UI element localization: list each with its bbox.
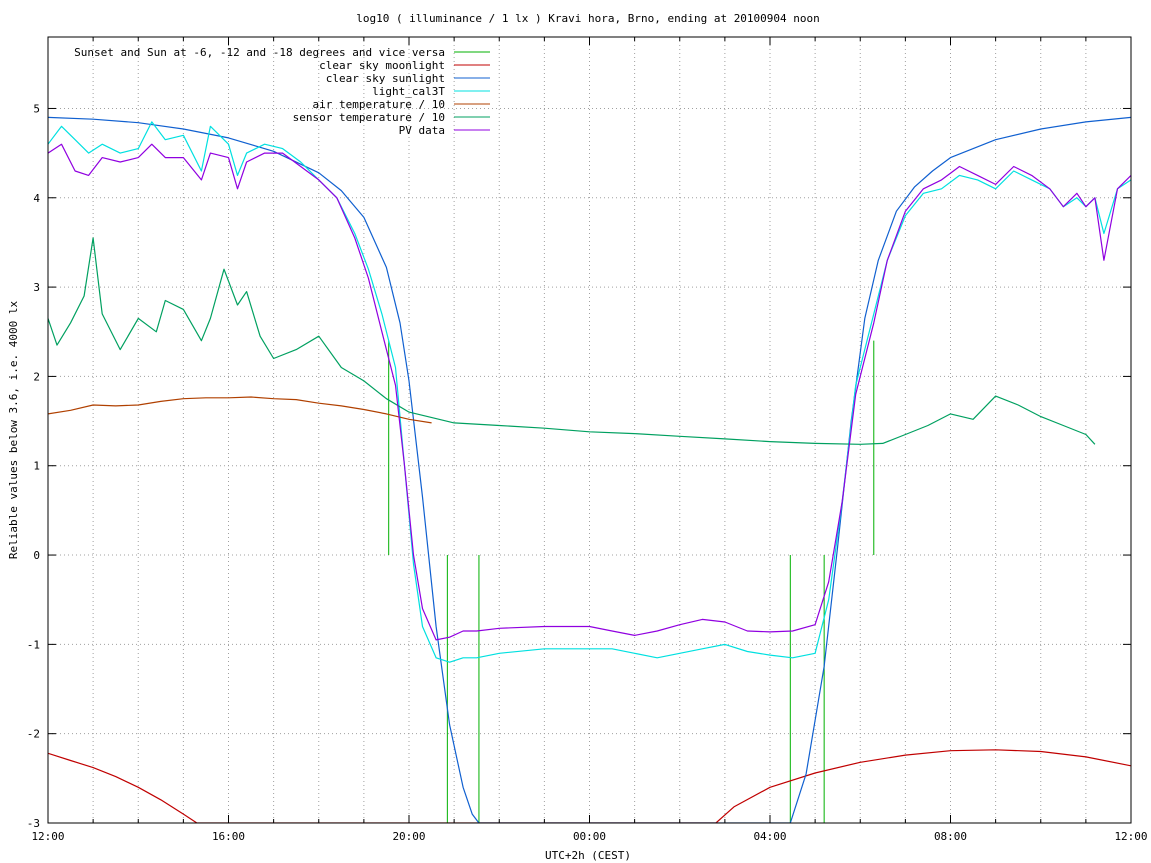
series-sensor-temperature-10-line <box>48 237 1096 445</box>
legend-label: clear sky moonlight <box>319 59 445 72</box>
y-tick-label: 2 <box>33 370 40 383</box>
axis-ticks: -3 -2 -1 0 1 2 3 4 5 12:00 16:00 20:00 00:00 04:00 08:… <box>27 37 1148 843</box>
y-tick-label: -2 <box>27 728 40 741</box>
legend-label: light_cal3T <box>372 85 445 98</box>
x-axis-label: UTC+2h (CEST) <box>545 849 631 862</box>
y-tick-label: 4 <box>33 192 40 205</box>
series-pv-data-line <box>48 143 1131 641</box>
legend-label: clear sky sunlight <box>326 72 445 85</box>
series-clear-sky-moonlight-line <box>48 749 1131 823</box>
grid <box>48 37 1131 823</box>
legend-label: Sunset and Sun at -6, -12 and -18 degree… <box>74 46 445 59</box>
series-clear-sky-sunlight-line <box>48 116 1131 823</box>
series-light-cal3t-line <box>48 121 1131 663</box>
chart-title: log10 ( illuminance / 1 lx ) Kravi hora,… <box>356 12 820 25</box>
y-tick-label: -3 <box>27 817 40 830</box>
y-tick-label: 5 <box>33 102 40 115</box>
x-tick-label: 04:00 <box>753 830 786 843</box>
legend-label: sensor temperature / 10 <box>293 111 445 124</box>
x-tick-label: 12:00 <box>1114 830 1147 843</box>
y-tick-label: 1 <box>33 460 40 473</box>
x-tick-label: 08:00 <box>934 830 967 843</box>
legend: Sunset and Sun at -6, -12 and -18 degree… <box>74 46 490 137</box>
plot-area <box>48 116 1131 823</box>
y-tick-label: 0 <box>33 549 40 562</box>
x-tick-label: 00:00 <box>573 830 606 843</box>
x-tick-label: 20:00 <box>392 830 425 843</box>
series-layer <box>48 116 1131 823</box>
legend-label: air temperature / 10 <box>313 98 445 111</box>
x-tick-label: 12:00 <box>31 830 64 843</box>
y-axis-label: Reliable values below 3.6, i.e. 4000 lx <box>7 300 20 559</box>
x-tick-label: 16:00 <box>212 830 245 843</box>
y-tick-label: -1 <box>27 638 40 651</box>
y-tick-label: 3 <box>33 281 40 294</box>
series-air-temperature-10-line <box>48 396 432 424</box>
legend-label: PV data <box>399 124 445 137</box>
